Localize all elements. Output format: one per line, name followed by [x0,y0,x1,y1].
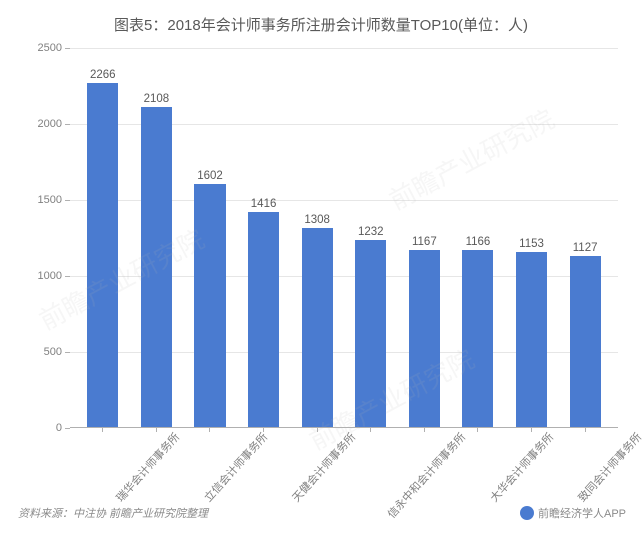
bar-slot: 1416 [237,48,291,427]
x-axis-label: 立信会计师事务所 [200,429,271,505]
y-tick-label: 500 [44,346,62,358]
bar [462,250,493,427]
bars-container: 2266 2108 1602 1416 1308 1232 1167 1166 1153 1127 [70,48,618,427]
y-tick-label: 1000 [38,270,62,282]
bar-slot: 1167 [398,48,452,427]
bar-slot: 2108 [130,48,184,427]
source-text: 中注协 前瞻产业研究院整理 [73,508,208,520]
bar-slot: 1232 [344,48,398,427]
bar-value-label: 1127 [573,242,598,254]
bar-value-label: 2266 [90,69,116,81]
y-tick-label: 2500 [38,42,62,54]
source-note: 资料来源：中注协 前瞻产业研究院整理 [18,505,208,521]
x-axis-label: 信永中和会计师事务所 [384,429,469,521]
bar-value-label: 1602 [197,170,223,182]
x-axis-label: 天健会计师事务所 [288,429,359,505]
plot-area: 2266 2108 1602 1416 1308 1232 1167 1166 1153 1127 [70,48,618,428]
bar-value-label: 1153 [519,238,544,250]
x-axis-labels: 瑞华会计师事务所立信会计师事务所天健会计师事务所信永中和会计师事务所大华会计师事… [70,428,618,444]
x-label-slot: 瑞华会计师事务所 [76,428,164,444]
source-label: 资料来源： [18,508,73,520]
chart-plot-area: 05001000150020002500 2266210816021416130… [28,48,618,428]
attribution: 前瞻经济学人APP [520,505,626,521]
x-axis-label: 致同会计师事务所 [574,429,642,505]
x-axis-label: 瑞华会计师事务所 [112,429,183,505]
bar-value-label: 1166 [466,236,491,248]
bar-slot: 1166 [451,48,505,427]
bar-value-label: 1167 [412,236,437,248]
y-tick-label: 1500 [38,194,62,206]
bar [570,256,601,427]
bar [409,250,440,427]
x-axis-label: 大华会计师事务所 [486,429,557,505]
y-axis: 05001000150020002500 [28,48,70,428]
bar-value-label: 2108 [144,93,170,105]
chart-title: 图表5：2018年会计师事务所注册会计师数量TOP10(单位：人) [0,0,642,43]
bar-value-label: 1416 [251,198,277,210]
bar-slot: 1602 [183,48,237,427]
y-tick-label: 0 [56,422,62,434]
bar-slot: 1308 [290,48,344,427]
bar [194,184,225,428]
bar [516,252,547,427]
logo-icon [520,506,534,520]
bar-value-label: 1232 [358,226,384,238]
bar-value-label: 1308 [304,214,330,226]
bar [141,107,172,427]
bar-slot: 2266 [76,48,130,427]
y-tick-label: 2000 [38,118,62,130]
bar [355,240,386,427]
bar-slot: 1153 [505,48,559,427]
bar [302,228,333,427]
attribution-text: 前瞻经济学人APP [538,505,626,521]
bar [87,83,118,427]
bar-slot: 1127 [558,48,612,427]
bar [248,212,279,427]
